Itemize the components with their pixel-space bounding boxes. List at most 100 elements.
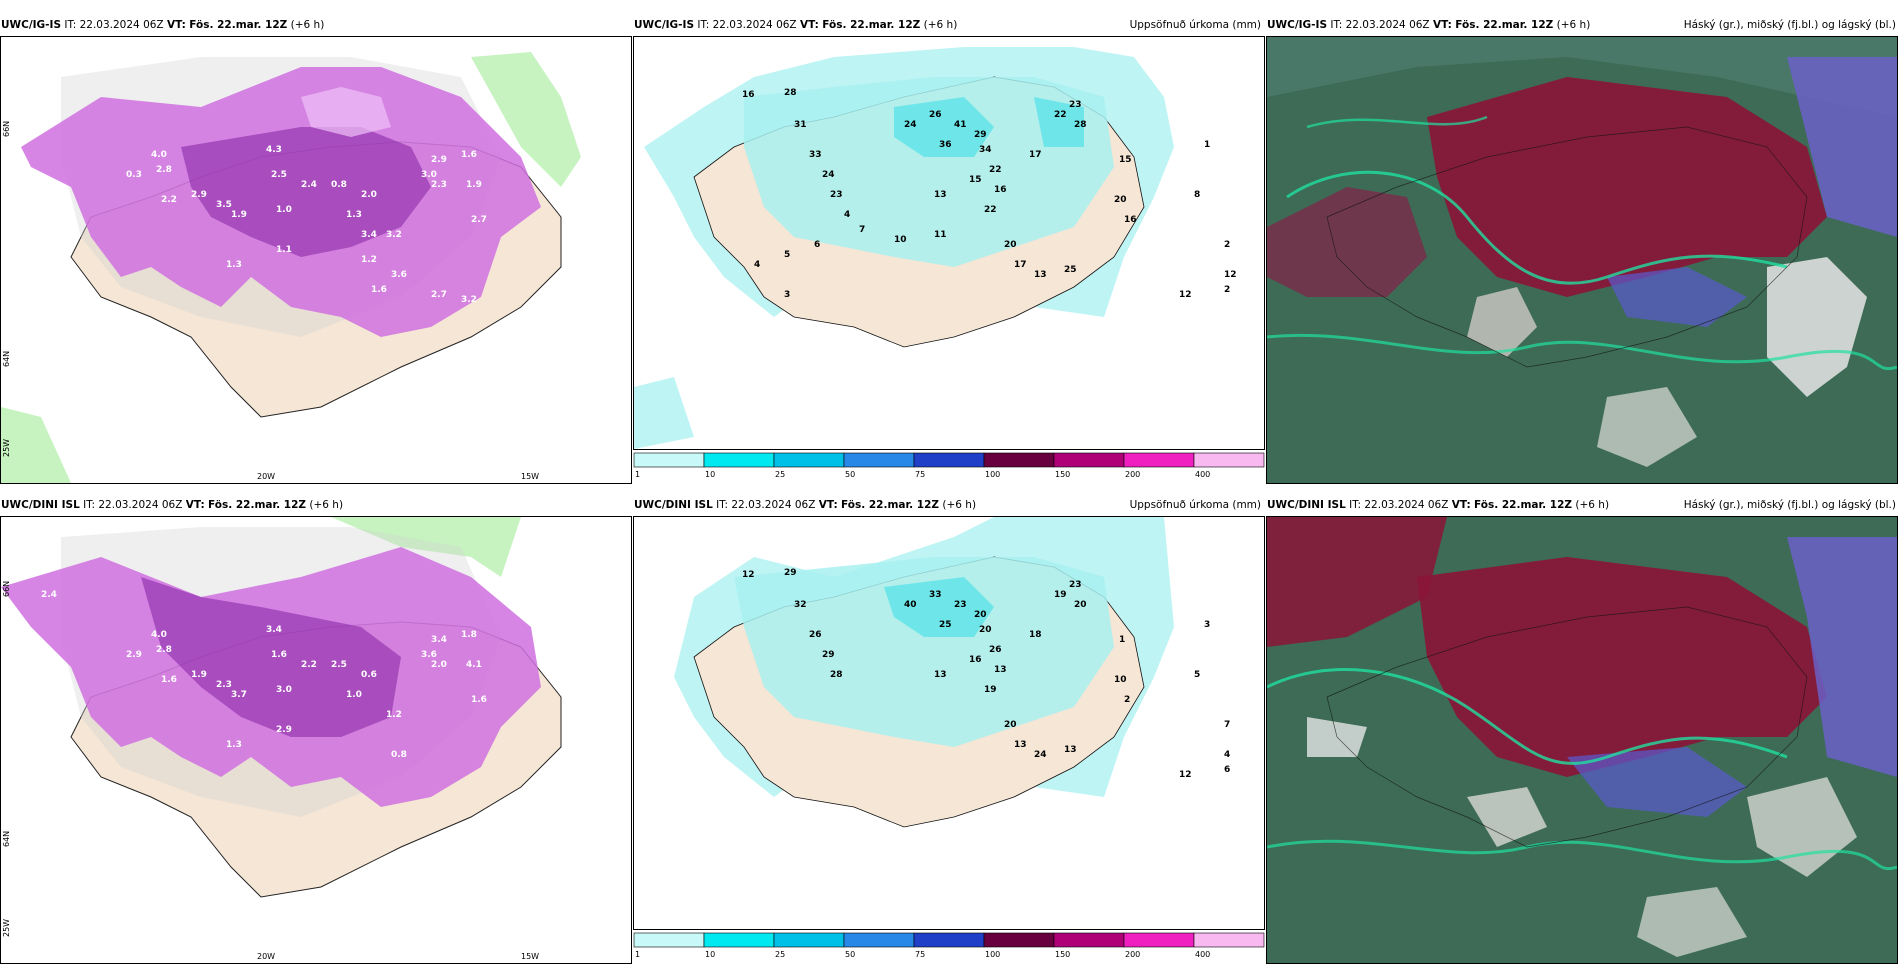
legend-tick-label: 400	[1195, 950, 1210, 959]
precip-value-label: 28	[784, 88, 797, 98]
precip-value-label: 29	[784, 568, 797, 578]
precip-value-label: 2	[1224, 285, 1230, 295]
legend-swatch	[983, 932, 1055, 948]
wind-value-label: 1.3	[226, 740, 242, 750]
wind-value-label: 1.9	[231, 210, 247, 220]
precip-value-label: 28	[1074, 120, 1087, 130]
panel-wind-row1: UWC/IG-IS IT: 22.03.2024 06Z VT: Fös. 22…	[0, 16, 632, 484]
precip-zone	[744, 77, 1114, 267]
precip-zone	[734, 557, 1114, 747]
legend-swatch	[843, 932, 915, 948]
wind-value-label: 3.4	[266, 625, 282, 635]
legend-swatch	[703, 932, 775, 948]
precip-value-label: 16	[1124, 215, 1137, 225]
panel-title: UWC/IG-IS IT: 22.03.2024 06Z VT: Fös. 22…	[1, 19, 325, 31]
precip-value-label: 12	[1224, 270, 1237, 280]
wind-value-label: 4.3	[266, 145, 282, 155]
wind-value-label: 1.1	[276, 245, 292, 255]
wind-value-label: 2.2	[161, 195, 177, 205]
mid-cloud	[1787, 537, 1897, 777]
precip-value-label: 26	[929, 110, 942, 120]
wind-value-label: 4.1	[466, 660, 482, 670]
legend-tick-label: 50	[845, 470, 855, 479]
legend-swatch	[913, 452, 985, 468]
coastline	[1326, 126, 1808, 368]
cloud-contour	[1306, 115, 1488, 129]
legend-swatch	[1193, 452, 1265, 468]
precip-value-label: 12	[742, 570, 755, 580]
precip-value-label: 3	[784, 290, 790, 300]
legend-tick-label: 50	[845, 950, 855, 959]
legend-swatch	[633, 932, 705, 948]
lon-label-25w: 25W	[2, 919, 11, 937]
precip-value-label: 5	[784, 250, 790, 260]
legend-tick-label: 10	[705, 950, 715, 959]
precip-value-label: 15	[969, 175, 982, 185]
legend-tick-label: 75	[915, 950, 925, 959]
wind-value-label: 2.0	[431, 660, 447, 670]
green-region	[471, 52, 581, 187]
legend-tick-label: 150	[1055, 470, 1070, 479]
legend-tick-label: 150	[1055, 950, 1070, 959]
precip-value-label: 20	[1114, 195, 1127, 205]
precip-value-labels: 12 29322629284033252320202613181923201316…	[742, 568, 1230, 780]
wind-value-label: 1.6	[161, 675, 177, 685]
wind-value-label: 2.7	[431, 290, 447, 300]
wind-value-label: 3.2	[386, 230, 402, 240]
wind-value-label: 1.6	[471, 695, 487, 705]
wind-value-label: 1.6	[371, 285, 387, 295]
precip-value-label: 13	[1034, 270, 1047, 280]
panel-title: UWC/DINI ISL IT: 22.03.2024 06Z VT: Fös.…	[634, 499, 977, 511]
wind-value-label: 0.5	[41, 110, 57, 120]
precip-value-label: 13	[934, 190, 947, 200]
precip-value-label: 17	[1014, 260, 1027, 270]
mid-cloud	[1787, 57, 1897, 237]
precip-value-label: 33	[929, 590, 942, 600]
precip-value-label: 26	[989, 645, 1002, 655]
lat-label-64n: 64N	[2, 831, 11, 847]
wind-value-label: 3.0	[421, 170, 437, 180]
wind-value-label: 2.8	[156, 645, 172, 655]
precip-value-label: 7	[859, 225, 865, 235]
wind-value-label: 2.8	[156, 165, 172, 175]
lat-label-66n: 66N	[2, 121, 11, 137]
wind-value-label: 2.7	[471, 215, 487, 225]
precip-value-label: 25	[1064, 265, 1077, 275]
precip-value-label: 23	[1069, 100, 1082, 110]
precip-value-label: 29	[974, 130, 987, 140]
precip-value-label: 20	[974, 610, 987, 620]
low-cloud-white	[1637, 887, 1747, 957]
legend-swatch	[773, 932, 845, 948]
legend-swatch	[1123, 452, 1195, 468]
cloud-contour	[1267, 668, 1788, 765]
wind-value-label: 3.4	[361, 230, 377, 240]
green-region	[331, 517, 521, 577]
wind-value-label: 1.2	[386, 710, 402, 720]
precip-value-label: 18	[1029, 630, 1042, 640]
wind-value-label: 1.2	[361, 255, 377, 265]
precip-value-label: 23	[830, 190, 843, 200]
legend-tick-label: 200	[1125, 470, 1140, 479]
precip-value-label: 1	[1204, 140, 1210, 150]
wind-value-label: 1.6	[271, 650, 287, 660]
panel-wind-row2: UWC/DINI ISL IT: 22.03.2024 06Z VT: Fös.…	[0, 496, 632, 964]
low-cloud-white	[1597, 387, 1697, 467]
precip-value-label: 33	[809, 150, 822, 160]
precip-value-label: 12	[1179, 770, 1192, 780]
high-cloud	[1267, 517, 1447, 647]
precip-value-label: 3	[1204, 620, 1210, 630]
precip-dark	[181, 127, 431, 257]
wind-value-label: 1.9	[191, 670, 207, 680]
precip-value-label: 12	[1179, 290, 1192, 300]
wind-value-label: 3.5	[216, 200, 232, 210]
precip-value-label: 16	[742, 90, 755, 100]
wind-value-label: 3.4	[431, 635, 447, 645]
cloud-low	[1267, 37, 1897, 117]
wind-value-label: 2.5	[271, 170, 287, 180]
precip-value-label: 15	[1119, 155, 1132, 165]
precip-value-label: 10	[1114, 675, 1127, 685]
precip-value-label: 28	[830, 670, 843, 680]
wind-value-label: 0.8	[331, 180, 347, 190]
precip-value-labels: 16 28313324232426364129342216172223281315…	[742, 88, 1237, 300]
precip-value-label: 8	[1194, 190, 1200, 200]
